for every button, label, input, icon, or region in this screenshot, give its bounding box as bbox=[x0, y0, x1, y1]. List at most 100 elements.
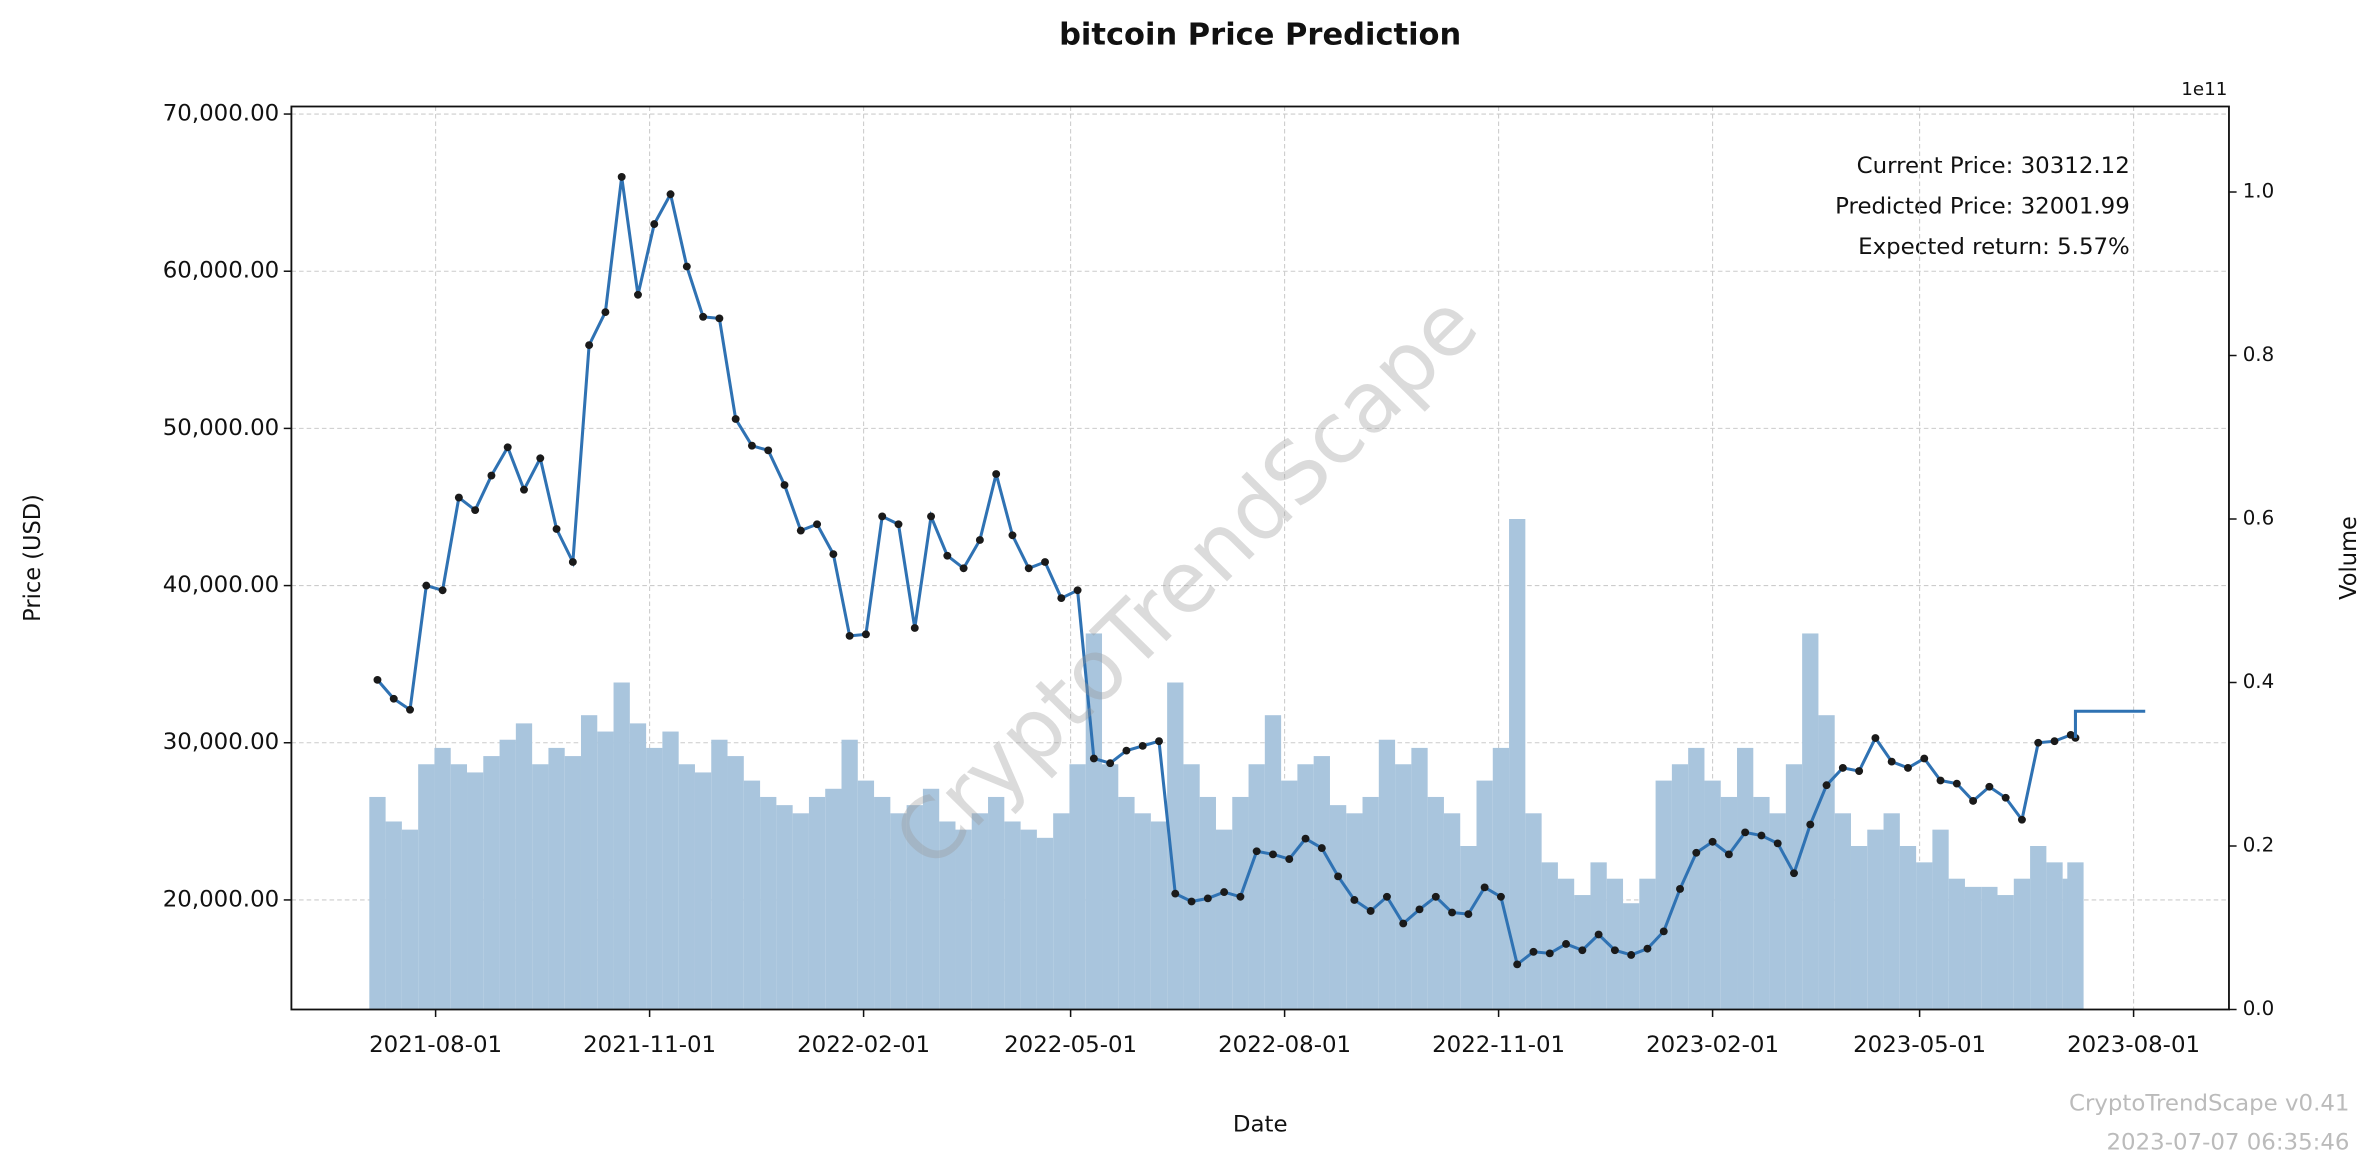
volume-bar bbox=[1134, 813, 1151, 1010]
price-marker bbox=[373, 675, 382, 684]
x-tick-label: 2021-11-01 bbox=[583, 1032, 716, 1058]
volume-bar bbox=[483, 756, 500, 1010]
volume-bar bbox=[760, 796, 777, 1010]
volume-bar bbox=[857, 780, 875, 1010]
price-marker bbox=[617, 173, 626, 181]
volume-bar bbox=[1281, 780, 1298, 1010]
volume-bar bbox=[613, 682, 630, 1010]
price-marker bbox=[1399, 919, 1408, 928]
price-marker bbox=[861, 630, 870, 639]
price-marker bbox=[1676, 885, 1684, 893]
price-marker bbox=[1382, 892, 1391, 901]
volume-bar bbox=[1313, 756, 1330, 1010]
volume-bar bbox=[662, 731, 679, 1010]
price-marker bbox=[1659, 927, 1668, 936]
volume-bar bbox=[434, 747, 451, 1010]
price-marker bbox=[1269, 850, 1277, 859]
price-marker bbox=[959, 564, 968, 573]
volume-bar bbox=[1004, 821, 1021, 1010]
volume-bar bbox=[743, 780, 761, 1010]
price-marker bbox=[747, 441, 756, 450]
volume-bar bbox=[808, 796, 826, 1010]
x-tick-label: 2021-08-01 bbox=[369, 1032, 502, 1058]
price-marker bbox=[894, 520, 903, 529]
price-marker bbox=[1724, 850, 1733, 859]
footer: 2023-07-07 06:35:46 bbox=[2106, 1130, 2349, 1156]
price-marker bbox=[1936, 776, 1945, 785]
volume-bar bbox=[1948, 878, 1965, 1010]
price-marker bbox=[1643, 944, 1652, 953]
price-marker bbox=[536, 454, 545, 463]
price-marker bbox=[1024, 564, 1033, 573]
volume-bar bbox=[1215, 829, 1233, 1010]
price-marker bbox=[731, 415, 740, 423]
volume-bar bbox=[1020, 829, 1037, 1010]
price-marker bbox=[1594, 930, 1603, 939]
annotation: Predicted Price: 32001.99 bbox=[1835, 194, 2130, 220]
volume-bar bbox=[988, 796, 1005, 1010]
price-marker bbox=[1985, 782, 1994, 791]
volume-bar bbox=[1395, 764, 1412, 1010]
volume-bar bbox=[1867, 829, 1884, 1010]
price-marker bbox=[585, 341, 594, 349]
volume-bar bbox=[1492, 747, 1510, 1010]
volume-bar bbox=[1916, 862, 1933, 1010]
price-marker bbox=[992, 470, 1001, 478]
price-marker bbox=[682, 262, 691, 271]
price-marker bbox=[389, 694, 398, 703]
price-marker bbox=[1350, 896, 1359, 904]
volume-bar bbox=[1753, 796, 1770, 1010]
x-tick-label: 2022-05-01 bbox=[1004, 1032, 1137, 1058]
volume-bar bbox=[939, 821, 956, 1010]
volume-bar bbox=[629, 723, 647, 1010]
volume-bar bbox=[1036, 837, 1054, 1010]
volume-bar bbox=[597, 731, 614, 1010]
volume-bar bbox=[1606, 878, 1624, 1010]
x-tick-label: 2023-05-01 bbox=[1853, 1032, 1986, 1058]
price-marker bbox=[650, 220, 659, 228]
volume-bar bbox=[467, 772, 484, 1010]
volume-bar bbox=[450, 764, 468, 1010]
volume-bar bbox=[1541, 862, 1558, 1010]
y2-tick-label: 1.0 bbox=[2243, 180, 2275, 203]
volume-bar bbox=[1997, 895, 2014, 1010]
price-marker bbox=[634, 290, 642, 299]
price-marker bbox=[487, 471, 496, 480]
volume-bar bbox=[1102, 764, 1119, 1010]
x-axis-label: Date bbox=[1233, 1112, 1288, 1138]
volume-bar bbox=[646, 747, 663, 1010]
volume-bar bbox=[776, 805, 793, 1010]
price-marker bbox=[829, 550, 838, 559]
volume-bar bbox=[1264, 715, 1282, 1010]
x-tick-label: 2022-02-01 bbox=[797, 1032, 930, 1058]
volume-bar bbox=[1525, 813, 1542, 1010]
price-marker bbox=[2050, 737, 2059, 746]
y2-tick-label: 0.4 bbox=[2243, 670, 2275, 693]
volume-bar bbox=[1476, 780, 1493, 1010]
y2-tick-label: 0.0 bbox=[2243, 997, 2275, 1020]
volume-bar bbox=[2046, 862, 2063, 1010]
y2-axis-label: Volume bbox=[2336, 516, 2362, 600]
price-marker bbox=[1545, 949, 1554, 958]
volume-bar bbox=[1509, 519, 1526, 1010]
volume-bar bbox=[1737, 747, 1754, 1010]
annotation: Current Price: 30312.12 bbox=[1857, 153, 2130, 179]
price-line bbox=[376, 176, 2077, 968]
volume-bar bbox=[1411, 747, 1428, 1010]
price-marker bbox=[601, 308, 610, 316]
price-marker bbox=[1008, 531, 1017, 540]
price-marker bbox=[1806, 820, 1815, 829]
price-marker bbox=[1838, 764, 1847, 772]
price-marker bbox=[454, 493, 463, 502]
price-marker bbox=[1448, 908, 1457, 917]
price-marker bbox=[943, 551, 952, 560]
volume-bar bbox=[532, 764, 549, 1010]
volume-bar bbox=[2013, 878, 2031, 1010]
volume-bar bbox=[1883, 813, 1900, 1010]
volume-bar bbox=[1378, 739, 1396, 1010]
price-marker bbox=[1106, 759, 1115, 768]
price-marker bbox=[1285, 855, 1294, 863]
plot-frame bbox=[290, 105, 2230, 1011]
volume-bar bbox=[1818, 715, 1835, 1010]
